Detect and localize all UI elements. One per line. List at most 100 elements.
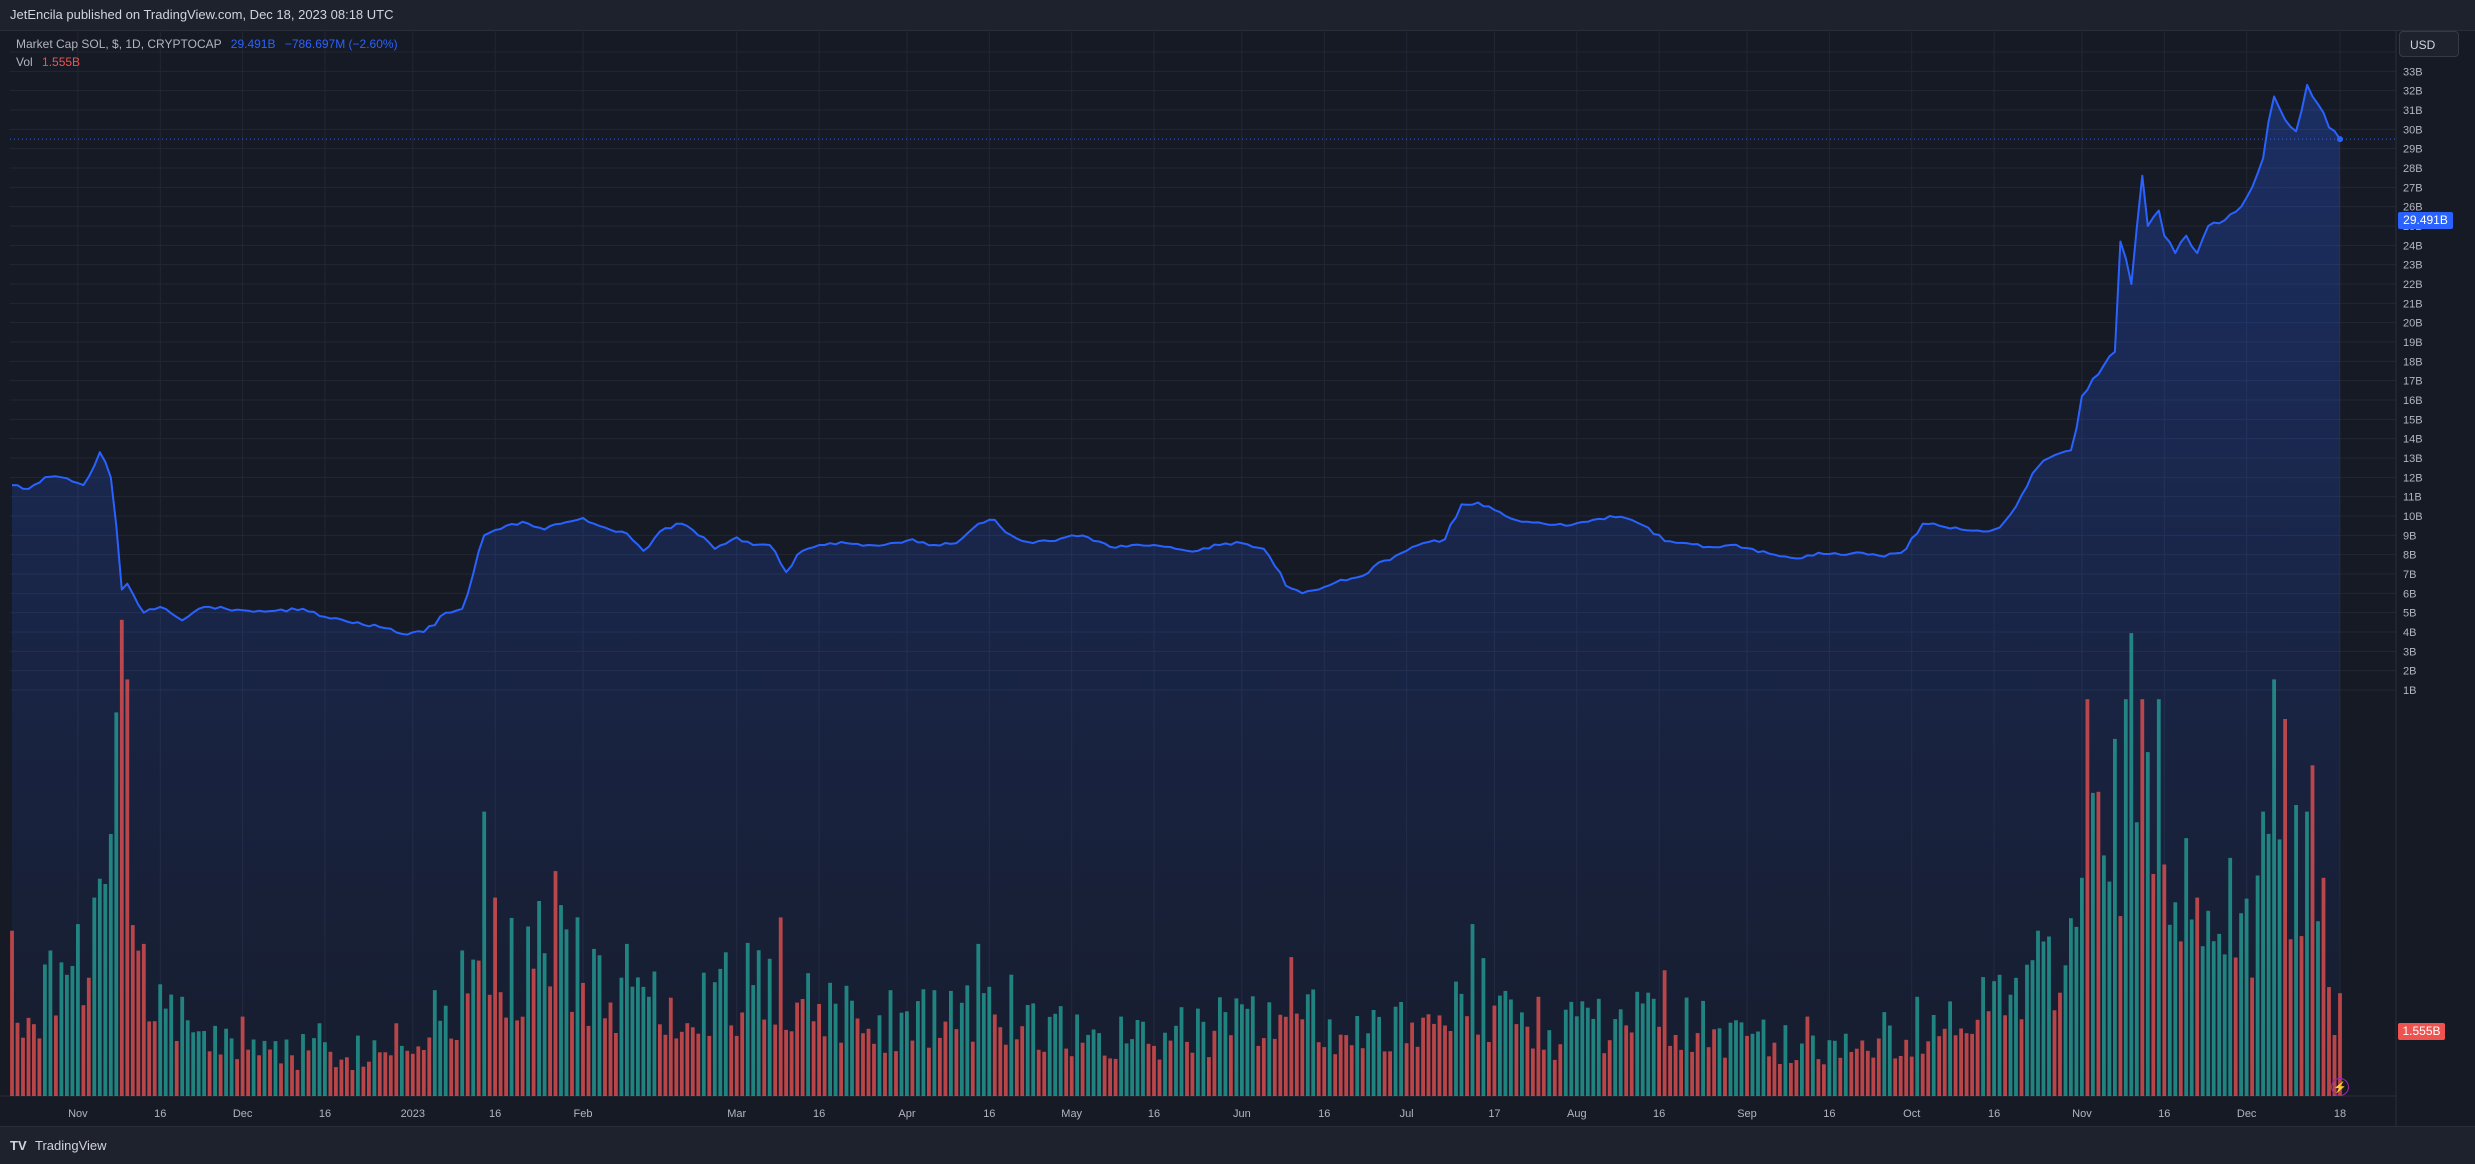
chart-svg[interactable]: 1B 2B 3B 4B 5B 6B 7B 8B 9B 10B 11B 12B 13B 14B 15B 16B 1… <box>0 30 2475 1126</box>
volume-bar <box>515 1020 519 1096</box>
x-tick-label: Feb <box>574 1108 593 1120</box>
y-tick-label: 31B <box>2403 105 2423 117</box>
volume-bar <box>883 1052 887 1096</box>
lightning-bolt-icon[interactable]: ⚡ <box>2331 1078 2349 1096</box>
volume-bar <box>1146 1043 1151 1096</box>
volume-bar <box>1470 924 1475 1096</box>
y-tick-label: 9B <box>2403 530 2416 542</box>
volume-bar <box>476 960 481 1096</box>
volume-bar <box>114 712 119 1096</box>
brand[interactable]: TV TradingView <box>10 1138 107 1153</box>
volume-bar <box>432 990 437 1096</box>
volume-bar <box>1931 1015 1936 1096</box>
volume-bar <box>833 1003 838 1096</box>
y-tick-label: 12B <box>2403 472 2423 484</box>
volume-bar <box>1223 1012 1228 1096</box>
volume-bar <box>70 966 75 1096</box>
volume-bar <box>674 1038 679 1096</box>
volume-bar <box>2123 699 2128 1096</box>
volume-bar <box>2069 918 2073 1096</box>
volume-bar <box>2321 877 2326 1096</box>
volume-bar <box>1064 1048 1069 1096</box>
volume-bar <box>1981 977 1985 1096</box>
volume-bar <box>1130 1039 1134 1096</box>
x-tick-label: Mar <box>727 1108 746 1120</box>
volume-bar <box>334 1067 338 1096</box>
volume-bar <box>2338 993 2342 1096</box>
volume-bar <box>1827 1040 1832 1096</box>
volume-bar <box>537 901 541 1096</box>
volume-bar <box>1986 1011 1991 1096</box>
volume-bar <box>1047 1016 1052 1096</box>
volume-bar <box>235 1059 239 1096</box>
volume-bar <box>399 1045 404 1096</box>
volume-bar <box>1712 1029 1716 1096</box>
volume-bar <box>2014 977 2018 1096</box>
volume-bar <box>1360 1048 1365 1096</box>
volume-bar <box>2288 939 2293 1096</box>
volume-bar <box>575 917 580 1096</box>
volume-bar <box>1668 1045 1672 1096</box>
volume-bar <box>394 1023 399 1096</box>
volume-bar <box>207 1051 212 1096</box>
volume-bar <box>1898 1056 1903 1096</box>
volume-bar <box>421 1050 426 1096</box>
volume-bar <box>1843 1033 1848 1096</box>
volume-bar <box>191 1032 196 1096</box>
volume-bar <box>1948 1001 1952 1096</box>
volume-bar <box>1218 997 1222 1096</box>
volume-bar <box>295 1069 300 1096</box>
volume-bar <box>1426 1014 1431 1096</box>
volume-bar <box>1811 1035 1815 1096</box>
volume-bar <box>1574 1016 1579 1096</box>
volume-bar <box>1937 1036 1942 1096</box>
y-tick-label: 11B <box>2403 492 2422 504</box>
volume-bar <box>970 1041 975 1096</box>
volume-bar <box>1086 1034 1090 1096</box>
volume-bar <box>1607 1040 1612 1096</box>
volume-bar <box>454 1040 459 1096</box>
volume-bar <box>1168 1040 1173 1096</box>
x-tick-label: 16 <box>1988 1108 2000 1120</box>
volume-bar <box>1953 1035 1958 1096</box>
volume-bar <box>2173 902 2178 1096</box>
volume-bar <box>1174 1025 1178 1096</box>
volume-bar <box>1887 1025 1892 1096</box>
volume-bar <box>641 986 646 1096</box>
volume-bar <box>998 1027 1003 1096</box>
volume-bar <box>1975 1019 1980 1096</box>
publish-note: JetEncila published on TradingView.com, … <box>10 7 394 22</box>
volume-bar <box>1003 1044 1008 1096</box>
currency-selector[interactable]: USD <box>2399 31 2459 57</box>
volume-bar <box>1163 1032 1167 1096</box>
volume-bar <box>1141 1021 1145 1096</box>
volume-bar <box>2030 960 2035 1096</box>
volume-bar <box>1338 1034 1343 1096</box>
volume-bar <box>2008 994 2013 1096</box>
market-cap-area <box>12 84 2340 1096</box>
x-tick-label: 16 <box>1653 1108 1665 1120</box>
volume-bar <box>1245 1008 1250 1096</box>
volume-bar <box>1613 1019 1618 1096</box>
volume-bar <box>388 1055 393 1096</box>
volume-bar <box>981 993 986 1096</box>
volume-bar <box>2261 811 2265 1096</box>
volume-bar <box>410 1053 415 1096</box>
volume-bar <box>196 1031 201 1096</box>
volume-bar <box>1465 1016 1469 1096</box>
chart-area[interactable]: 1B 2B 3B 4B 5B 6B 7B 8B 9B 10B 11B 12B 13B 14B 15B 16B 1… <box>0 30 2475 1126</box>
volume-bar <box>152 1021 157 1096</box>
volume-bar <box>1283 1016 1288 1096</box>
volume-bar <box>800 999 805 1096</box>
volume-bar <box>1036 1049 1041 1096</box>
volume-bar <box>2156 699 2161 1096</box>
volume-bar <box>2134 822 2139 1096</box>
volume-bar <box>1690 1051 1694 1096</box>
volume-bar <box>2036 930 2040 1096</box>
volume-bar <box>839 1042 843 1096</box>
y-tick-label: 6B <box>2403 588 2416 600</box>
volume-bar <box>1305 994 1310 1096</box>
volume-bar <box>1739 1022 1744 1096</box>
volume-bar <box>1119 1016 1123 1096</box>
volume-bar <box>855 1018 860 1096</box>
